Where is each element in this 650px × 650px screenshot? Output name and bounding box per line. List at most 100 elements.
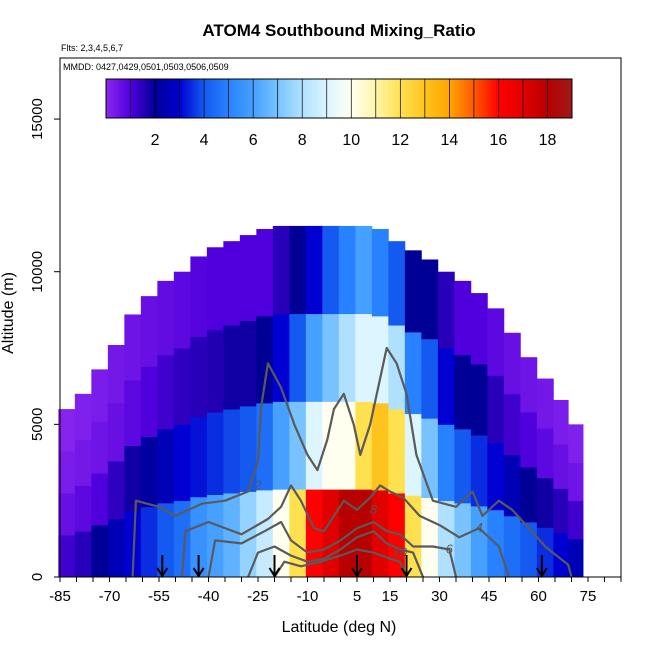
colorbar-segment	[142, 79, 146, 118]
heatmap-cell	[338, 401, 356, 490]
heatmap-cell	[322, 225, 340, 315]
colorbar-segment	[304, 79, 308, 118]
heatmap-cell	[223, 409, 241, 494]
heatmap-cell	[140, 296, 158, 367]
heatmap-cell	[437, 271, 455, 349]
heatmap-cell	[388, 493, 406, 578]
contour-line	[181, 484, 510, 578]
heatmap-cell	[421, 418, 439, 499]
heatmap-cell	[487, 375, 505, 444]
colorbar-segment	[231, 79, 235, 118]
colorbar-segment	[277, 79, 281, 118]
colorbar-tick-label: 6	[249, 132, 258, 149]
x-tick-label: 5	[353, 588, 361, 605]
colorbar-segment	[383, 79, 387, 118]
heatmap-cell	[190, 336, 208, 418]
colorbar-segment	[397, 79, 401, 118]
colorbar-segment	[390, 79, 394, 118]
colorbar-segment	[535, 79, 539, 118]
heatmap-cell	[454, 502, 472, 578]
heatmap-cell	[173, 500, 191, 578]
colorbar-segment	[125, 79, 129, 118]
colorbar-segment	[213, 79, 217, 118]
colorbar-segment	[319, 79, 323, 118]
heatmap-cell	[322, 489, 340, 578]
colorbar-segment	[346, 79, 350, 118]
heatmap-cell	[371, 228, 389, 317]
colorbar-segment	[316, 79, 320, 118]
colorbar-segment	[174, 79, 178, 118]
colorbar-segment	[478, 79, 482, 118]
colorbar-segment	[307, 79, 311, 118]
colorbar-segment	[520, 79, 524, 118]
heatmap-cell	[124, 380, 142, 447]
colorbar-segment	[451, 79, 455, 118]
colorbar-segment	[537, 79, 541, 118]
chart-title: ATOM4 Southbound Mixing_Ratio	[202, 21, 475, 40]
colorbar-segment	[562, 79, 566, 118]
colorbar-segment	[282, 79, 286, 118]
x-axis-label: Latitude (deg N)	[282, 619, 397, 636]
heatmap-cell	[553, 488, 569, 534]
x-tick-label: -40	[198, 588, 220, 605]
colorbar-segment	[299, 79, 303, 118]
heatmap-cell	[107, 402, 125, 462]
colorbar-segment	[557, 79, 561, 118]
heatmap-cell	[520, 522, 538, 578]
colorbar-tick-label: 12	[391, 132, 409, 149]
y-axis-label: Altitude (m)	[0, 272, 17, 354]
colorbar-segment	[272, 79, 276, 118]
colorbar-segment	[226, 79, 230, 118]
colorbar-segment	[118, 79, 122, 118]
colorbar-segment	[454, 79, 458, 118]
heatmap-cell	[421, 259, 439, 340]
colorbar-segment	[289, 79, 293, 118]
heatmap-cell	[503, 515, 521, 578]
heatmap-cell	[553, 532, 569, 578]
colorbar-segment	[292, 79, 296, 118]
heatmap-cell	[503, 332, 521, 395]
colorbar-segment	[135, 79, 139, 118]
colorbar-segment	[275, 79, 279, 118]
colorbar-segment	[260, 79, 264, 118]
heatmap-cell	[404, 495, 422, 578]
colorbar-segment	[189, 79, 193, 118]
colorbar-segment	[115, 79, 119, 118]
heatmap-cell	[272, 401, 290, 490]
colorbar-segment	[302, 79, 306, 118]
colorbar-segment	[505, 79, 509, 118]
heatmap-cell	[421, 338, 439, 419]
colorbar-segment	[427, 79, 431, 118]
colorbar-segment	[405, 79, 409, 118]
colorbar-segment	[150, 79, 154, 118]
colorbar-tick-label: 8	[298, 132, 307, 149]
heatmap-cell	[289, 225, 307, 315]
contour-line	[131, 346, 573, 578]
colorbar-segment	[481, 79, 485, 118]
colorbar-segment	[211, 79, 215, 118]
heatmap-cell	[520, 357, 538, 413]
x-tick-label: -25	[247, 588, 269, 605]
colorbar-segment	[206, 79, 210, 118]
colorbar-segment	[201, 79, 205, 118]
y-tick-label: 0	[29, 573, 46, 581]
heatmap-cell	[173, 271, 191, 349]
heatmap-cell	[58, 535, 76, 578]
colorbar-segment	[400, 79, 404, 118]
heatmap-cell	[355, 313, 373, 402]
colorbar-segment	[167, 79, 171, 118]
heatmap-cell	[536, 378, 554, 429]
heatmap-cell	[371, 402, 389, 491]
colorbar-segment	[179, 79, 183, 118]
colorbar-segment	[466, 79, 470, 118]
colorbar-segment	[265, 79, 269, 118]
heatmap-cell	[140, 366, 158, 437]
colorbar-segment	[341, 79, 345, 118]
contour-line	[247, 530, 425, 578]
heatmap-cell	[157, 428, 175, 504]
colorbar-segment	[473, 79, 477, 118]
colorbar-segment	[510, 79, 514, 118]
colorbar-segment	[422, 79, 426, 118]
heatmap-cell	[223, 241, 241, 326]
